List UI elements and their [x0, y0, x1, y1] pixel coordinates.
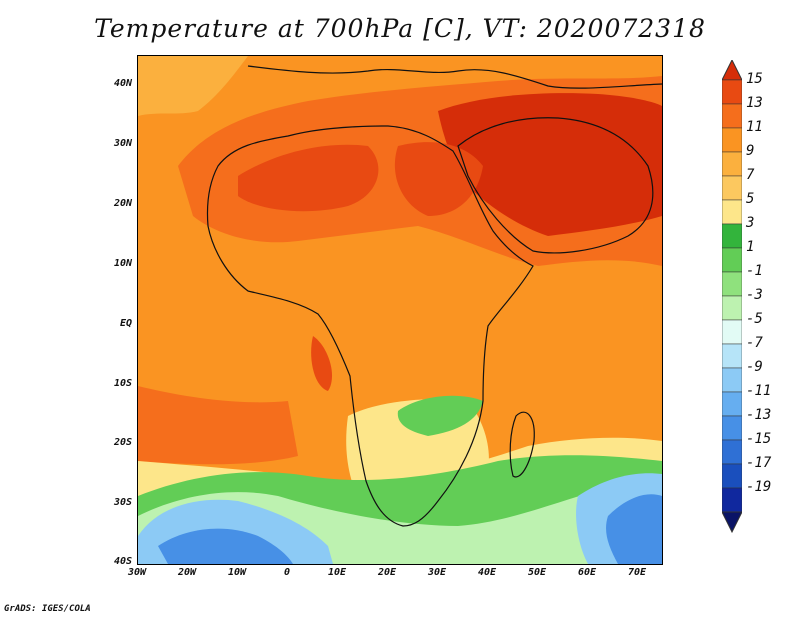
- colorbar: [722, 60, 742, 534]
- colorbar-label: 15: [746, 71, 763, 87]
- arabia-outline: [457, 117, 654, 254]
- colorbar-box: [722, 439, 742, 465]
- colorbar-box: [722, 295, 742, 321]
- field-sw-cold-core: [158, 528, 293, 564]
- colorbar-label: 5: [746, 191, 755, 207]
- colorbar-box: [722, 463, 742, 489]
- colorbar-label: -17: [746, 455, 772, 471]
- field-northwest-atlantic: [138, 56, 248, 116]
- lon-label-30w: 30W: [127, 567, 147, 578]
- lon-label-30e: 30E: [427, 567, 447, 578]
- colorbar-label: -1: [746, 263, 763, 279]
- field-southern-africa-cold: [397, 395, 483, 436]
- lon-label-20e: 20E: [377, 567, 397, 578]
- colorbar-label: -11: [746, 383, 772, 399]
- colorbar-box: [722, 127, 742, 153]
- credit-text: GrADS: IGES/COLA: [4, 604, 91, 614]
- colorbar-box: [722, 391, 742, 417]
- colorbar-box: [722, 271, 742, 297]
- lon-label-10w: 10W: [227, 567, 247, 578]
- chart-title: Temperature at 700hPa [C], VT: 202007231…: [94, 14, 706, 43]
- colorbar-box: [722, 199, 742, 225]
- lon-label-0: 0: [283, 567, 291, 578]
- field-se-cold-core: [606, 494, 662, 564]
- colorbar-label: 3: [746, 215, 755, 231]
- colorbar-label: -19: [746, 479, 772, 495]
- colorbar-label: -3: [746, 287, 763, 303]
- colorbar-box: [722, 103, 742, 129]
- lat-label-20s: 20S: [113, 437, 132, 448]
- colorbar-box: [722, 367, 742, 393]
- field-arabia-core: [438, 93, 662, 236]
- colorbar-label: -13: [746, 407, 772, 423]
- lon-label-10e: 10E: [327, 567, 347, 578]
- colorbar-label: -9: [746, 359, 763, 375]
- lat-label-30n: 30N: [113, 138, 132, 149]
- lon-label-20w: 20W: [177, 567, 197, 578]
- field-east-hot: [394, 142, 483, 216]
- colorbar-label: 7: [746, 167, 755, 183]
- colorbar-label: -15: [746, 431, 772, 447]
- colorbar-box: [722, 79, 742, 105]
- colorbar-box: [722, 175, 742, 201]
- lat-label-30s: 30S: [113, 497, 132, 508]
- colorbar-label: -5: [746, 311, 763, 327]
- lat-label-20n: 20N: [113, 198, 132, 209]
- colorbar-label: 9: [746, 143, 755, 159]
- lat-label-40n: 40N: [113, 78, 132, 89]
- lat-label-eq: EQ: [119, 318, 132, 329]
- colorbar-box: [722, 247, 742, 273]
- colorbar-bottom-arrow: [722, 511, 742, 534]
- lon-label-50e: 50E: [527, 567, 547, 578]
- colorbar-label: -7: [746, 335, 763, 351]
- colorbar-box: [722, 223, 742, 249]
- colorbar-box: [722, 415, 742, 441]
- colorbar-box: [722, 343, 742, 369]
- lon-label-70e: 70E: [627, 567, 647, 578]
- colorbar-label: 1: [746, 239, 755, 255]
- europe-coast: [247, 65, 662, 89]
- lat-label-40s: 40S: [113, 556, 132, 567]
- madagascar-outline: [509, 411, 535, 478]
- colorbar-box: [722, 487, 742, 513]
- lat-label-10n: 10N: [113, 258, 132, 269]
- africa-outline: [206, 125, 534, 527]
- lon-label-60e: 60E: [577, 567, 597, 578]
- field-south-atlantic-warm: [138, 386, 298, 465]
- temperature-map: [137, 55, 663, 565]
- colorbar-label: 11: [746, 119, 763, 135]
- colorbar-box: [722, 151, 742, 177]
- coastlines: [206, 65, 662, 527]
- colorbar-box: [722, 319, 742, 345]
- colorbar-label: 13: [746, 95, 763, 111]
- field-angola-warm: [311, 336, 333, 391]
- lon-label-40e: 40E: [477, 567, 497, 578]
- colorbar-top-arrow: [722, 60, 742, 81]
- field-sahara-core: [238, 144, 379, 212]
- lat-label-10s: 10S: [113, 378, 132, 389]
